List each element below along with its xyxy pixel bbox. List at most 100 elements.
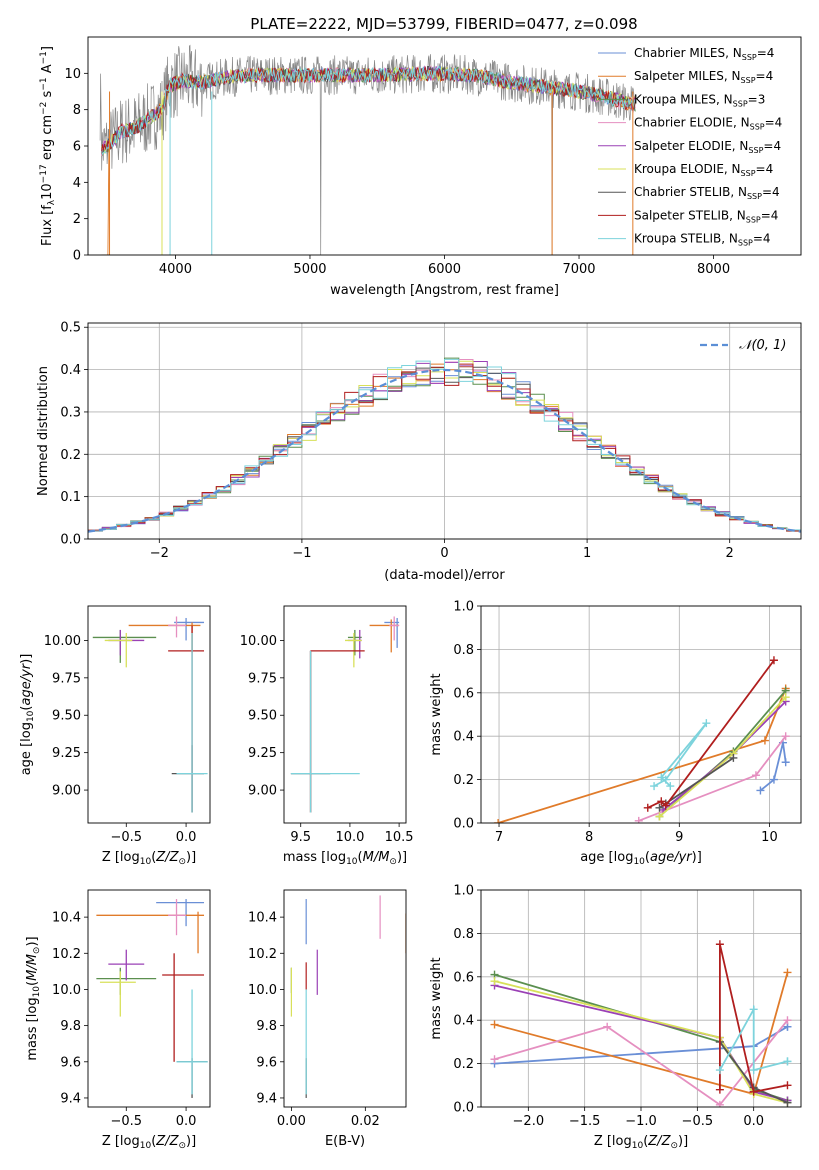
x-tick-label: 5000 <box>293 262 326 277</box>
y-tick-label: 9.75 <box>248 671 277 686</box>
label-part: ⊙ <box>389 857 397 867</box>
label-part: )] <box>186 850 196 865</box>
label-part: ( <box>645 850 650 865</box>
label-part: s <box>40 90 55 101</box>
label-part: 10 <box>26 710 36 722</box>
label-part: )] <box>397 850 407 865</box>
label-part: ⊙ <box>32 947 42 955</box>
y-axis-label: mass [log10(M/M⊙)] <box>25 936 42 1060</box>
weight-line <box>719 1005 788 1072</box>
legend-label: 𝒩(0, 1) <box>739 338 786 353</box>
label-part: )] <box>678 1134 688 1149</box>
y-tick-label: 0.2 <box>453 1057 474 1072</box>
label-part: )] <box>186 1134 196 1149</box>
y-tick-label: 10.4 <box>248 911 277 926</box>
age-vs-Z-axes <box>84 640 187 827</box>
label-part: ⊙ <box>670 1141 678 1151</box>
label-part: 10 <box>140 1141 152 1151</box>
residuals-axes <box>84 323 801 543</box>
label-part: age/yr <box>650 850 693 865</box>
y-tick-label: 9.25 <box>52 746 81 761</box>
label-part: −17 <box>39 164 49 183</box>
y-tick-label: 0.4 <box>453 730 474 745</box>
label-part: 10 <box>633 857 645 867</box>
axes-frame <box>480 889 802 1108</box>
y-tick-label: 4 <box>73 176 81 191</box>
weight-marker <box>760 736 769 745</box>
label-part: −1 <box>39 51 49 64</box>
y-tick-label: 2 <box>73 212 81 227</box>
y-tick-label: 9.4 <box>256 1091 277 1106</box>
axes-frame <box>87 605 211 824</box>
x-tick-label: 0.0 <box>743 1114 764 1129</box>
weight-marker <box>783 968 792 977</box>
x-tick-label: 0.02 <box>351 1114 380 1129</box>
weight-marker <box>650 782 659 791</box>
y-tick-label: 10.0 <box>52 983 81 998</box>
weight-marker <box>643 803 652 812</box>
weight-marker <box>657 773 666 782</box>
axes-frame <box>283 889 407 1108</box>
x-tick-label: 10 <box>761 830 778 845</box>
label-part: ( <box>19 706 34 711</box>
axes-frame <box>87 36 802 256</box>
label-part: age/yr <box>19 662 34 705</box>
y-tick-label: 0.4 <box>60 363 81 378</box>
x-tick-label: 9 <box>675 830 683 845</box>
weight-marker <box>749 1087 758 1096</box>
label-part: A <box>40 64 55 77</box>
weight-marker <box>783 1081 792 1090</box>
x-tick-label: −1.5 <box>569 1114 601 1129</box>
legend-label: Chabrier ELODIE, NSSP=4 <box>634 116 782 132</box>
weight-marker <box>783 1098 792 1107</box>
y-tick-label: 6 <box>73 140 81 155</box>
weight-marker <box>657 797 666 806</box>
label-part: Z [log <box>102 850 140 865</box>
weight-line <box>719 944 788 1093</box>
label-part: age [log <box>19 722 34 775</box>
x-tick-label: 9.5 <box>290 830 311 845</box>
weight-marker <box>715 940 724 949</box>
x-tick-label: 4000 <box>159 262 192 277</box>
axes-frame <box>283 605 407 824</box>
weight-marker <box>490 1055 499 1064</box>
weight-marker <box>769 656 778 665</box>
y-tick-label: 9.6 <box>256 1055 277 1070</box>
legend-label: Kroupa MILES, NSSP=3 <box>634 92 765 108</box>
weight-marker <box>715 1100 724 1107</box>
gaussian-curve <box>87 368 802 533</box>
label-part: 10 <box>32 986 42 998</box>
label-part: M/M <box>363 850 390 865</box>
label-part: 10 <box>346 857 358 867</box>
x-axis-label: E(B-V) <box>325 1134 365 1149</box>
x-axis-label: Z [log10(Z/Z⊙)] <box>102 1134 196 1151</box>
legend-label: Kroupa ELODIE, NSSP=4 <box>634 162 773 178</box>
x-tick-label: 7000 <box>562 262 595 277</box>
y-tick-label: 10.00 <box>44 634 81 649</box>
weight-marker <box>781 693 790 702</box>
y-tick-label: 8 <box>73 103 81 118</box>
x-tick-label: −2.0 <box>513 1114 545 1129</box>
x-tick-label: 7 <box>495 830 503 845</box>
weight-vs-Z-axes <box>477 889 801 1111</box>
label-part: −1 <box>39 77 49 90</box>
x-axis-label: (data-model)/error <box>384 568 505 583</box>
label-part: Flux [f <box>40 205 55 246</box>
residual-histogram <box>88 358 801 533</box>
y-axis-label: Flux [fλ10−17 erg cm−2 s−1 A−1] <box>39 46 57 246</box>
weight-marker <box>769 775 778 784</box>
model-spectrum <box>101 65 636 156</box>
label-part: ] <box>40 46 55 51</box>
x-tick-label: 0.0 <box>176 1114 197 1129</box>
label-part: ⊙ <box>178 857 186 867</box>
weight-marker <box>749 1066 758 1075</box>
x-tick-label: 10.0 <box>335 830 364 845</box>
weight-marker <box>751 771 760 780</box>
x-axis-label: mass [log10(M/M⊙)] <box>283 850 407 867</box>
y-tick-label: 10.2 <box>248 947 277 962</box>
label-part: Z/Z <box>155 850 179 865</box>
weight-marker <box>666 782 675 791</box>
y-tick-label: 0.3 <box>60 405 81 420</box>
label-part: ( <box>25 981 40 986</box>
